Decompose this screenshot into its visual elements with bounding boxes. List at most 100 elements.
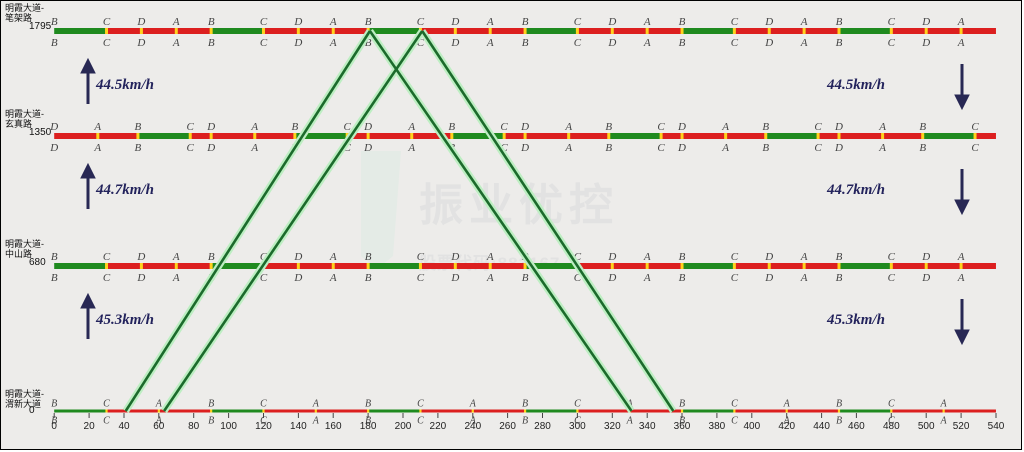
svg-text:C: C xyxy=(344,142,352,154)
svg-text:A: A xyxy=(643,16,651,28)
svg-text:B: B xyxy=(679,16,686,28)
svg-text:D: D xyxy=(607,37,616,49)
svg-text:C: C xyxy=(260,272,268,284)
svg-text:B: B xyxy=(522,399,528,410)
svg-text:B: B xyxy=(208,251,215,263)
svg-text:A: A xyxy=(155,416,163,427)
svg-text:A: A xyxy=(626,399,634,410)
svg-text:C: C xyxy=(500,142,508,154)
svg-text:B: B xyxy=(51,272,58,284)
svg-text:C: C xyxy=(657,121,665,133)
svg-text:B: B xyxy=(208,272,215,284)
svg-text:A: A xyxy=(469,416,477,427)
svg-text:A: A xyxy=(783,416,791,427)
svg-text:B: B xyxy=(208,416,214,427)
svg-text:B: B xyxy=(448,121,455,133)
svg-text:B: B xyxy=(919,142,926,154)
svg-text:B: B xyxy=(365,16,372,28)
svg-text:B: B xyxy=(762,121,769,133)
svg-text:C: C xyxy=(417,37,425,49)
svg-text:A: A xyxy=(957,16,965,28)
svg-text:A: A xyxy=(940,416,948,427)
svg-text:D: D xyxy=(206,121,215,133)
svg-text:A: A xyxy=(172,272,180,284)
svg-text:A: A xyxy=(93,142,101,154)
svg-text:D: D xyxy=(363,121,372,133)
svg-text:D: D xyxy=(293,272,302,284)
svg-text:B: B xyxy=(522,37,529,49)
svg-text:C: C xyxy=(260,16,268,28)
svg-text:A: A xyxy=(329,37,337,49)
svg-text:A: A xyxy=(469,399,477,410)
svg-text:D: D xyxy=(206,142,215,154)
svg-text:D: D xyxy=(764,272,773,284)
svg-text:C: C xyxy=(260,251,268,263)
svg-text:C: C xyxy=(574,416,581,427)
svg-text:B: B xyxy=(51,37,58,49)
svg-text:D: D xyxy=(450,272,459,284)
svg-text:B: B xyxy=(208,399,214,410)
svg-text:C: C xyxy=(888,272,896,284)
svg-text:C: C xyxy=(731,272,739,284)
svg-text:D: D xyxy=(136,251,145,263)
svg-text:A: A xyxy=(957,251,965,263)
svg-text:B: B xyxy=(208,37,215,49)
svg-text:B: B xyxy=(292,121,299,133)
svg-text:C: C xyxy=(260,416,267,427)
svg-text:D: D xyxy=(520,121,529,133)
svg-text:A: A xyxy=(643,37,651,49)
svg-text:D: D xyxy=(921,272,930,284)
svg-text:D: D xyxy=(136,16,145,28)
svg-text:C: C xyxy=(103,37,111,49)
svg-text:B: B xyxy=(836,416,842,427)
svg-text:C: C xyxy=(574,272,582,284)
svg-text:C: C xyxy=(417,251,425,263)
svg-text:C: C xyxy=(888,399,895,410)
svg-text:B: B xyxy=(448,142,455,154)
svg-text:C: C xyxy=(344,121,352,133)
svg-text:B: B xyxy=(135,121,142,133)
svg-text:D: D xyxy=(136,272,145,284)
svg-text:B: B xyxy=(365,251,372,263)
svg-text:B: B xyxy=(836,251,843,263)
svg-text:B: B xyxy=(679,399,685,410)
svg-text:C: C xyxy=(731,16,739,28)
svg-text:A: A xyxy=(329,251,337,263)
svg-text:D: D xyxy=(363,142,372,154)
svg-text:B: B xyxy=(836,37,843,49)
svg-text:C: C xyxy=(888,16,896,28)
svg-text:C: C xyxy=(971,142,979,154)
svg-text:A: A xyxy=(486,251,494,263)
svg-text:B: B xyxy=(679,37,686,49)
svg-text:B: B xyxy=(679,416,685,427)
svg-text:B: B xyxy=(836,16,843,28)
svg-text:A: A xyxy=(800,272,808,284)
svg-text:B: B xyxy=(605,121,612,133)
svg-text:C: C xyxy=(417,399,424,410)
svg-text:C: C xyxy=(731,399,738,410)
svg-text:A: A xyxy=(329,16,337,28)
svg-text:B: B xyxy=(919,121,926,133)
svg-text:B: B xyxy=(522,16,529,28)
svg-text:D: D xyxy=(450,37,459,49)
svg-text:A: A xyxy=(957,272,965,284)
svg-text:B: B xyxy=(522,416,528,427)
svg-text:C: C xyxy=(103,251,111,263)
svg-text:C: C xyxy=(888,416,895,427)
svg-text:A: A xyxy=(329,272,337,284)
svg-text:D: D xyxy=(49,142,58,154)
svg-text:D: D xyxy=(834,142,843,154)
svg-text:A: A xyxy=(878,121,886,133)
svg-text:A: A xyxy=(878,142,886,154)
svg-text:B: B xyxy=(836,399,842,410)
svg-text:B: B xyxy=(365,399,371,410)
svg-text:D: D xyxy=(921,16,930,28)
svg-text:C: C xyxy=(187,121,195,133)
svg-text:C: C xyxy=(814,121,822,133)
svg-text:A: A xyxy=(626,416,634,427)
svg-text:A: A xyxy=(172,16,180,28)
svg-text:B: B xyxy=(762,142,769,154)
svg-text:C: C xyxy=(417,416,424,427)
svg-text:A: A xyxy=(800,37,808,49)
svg-text:A: A xyxy=(721,121,729,133)
